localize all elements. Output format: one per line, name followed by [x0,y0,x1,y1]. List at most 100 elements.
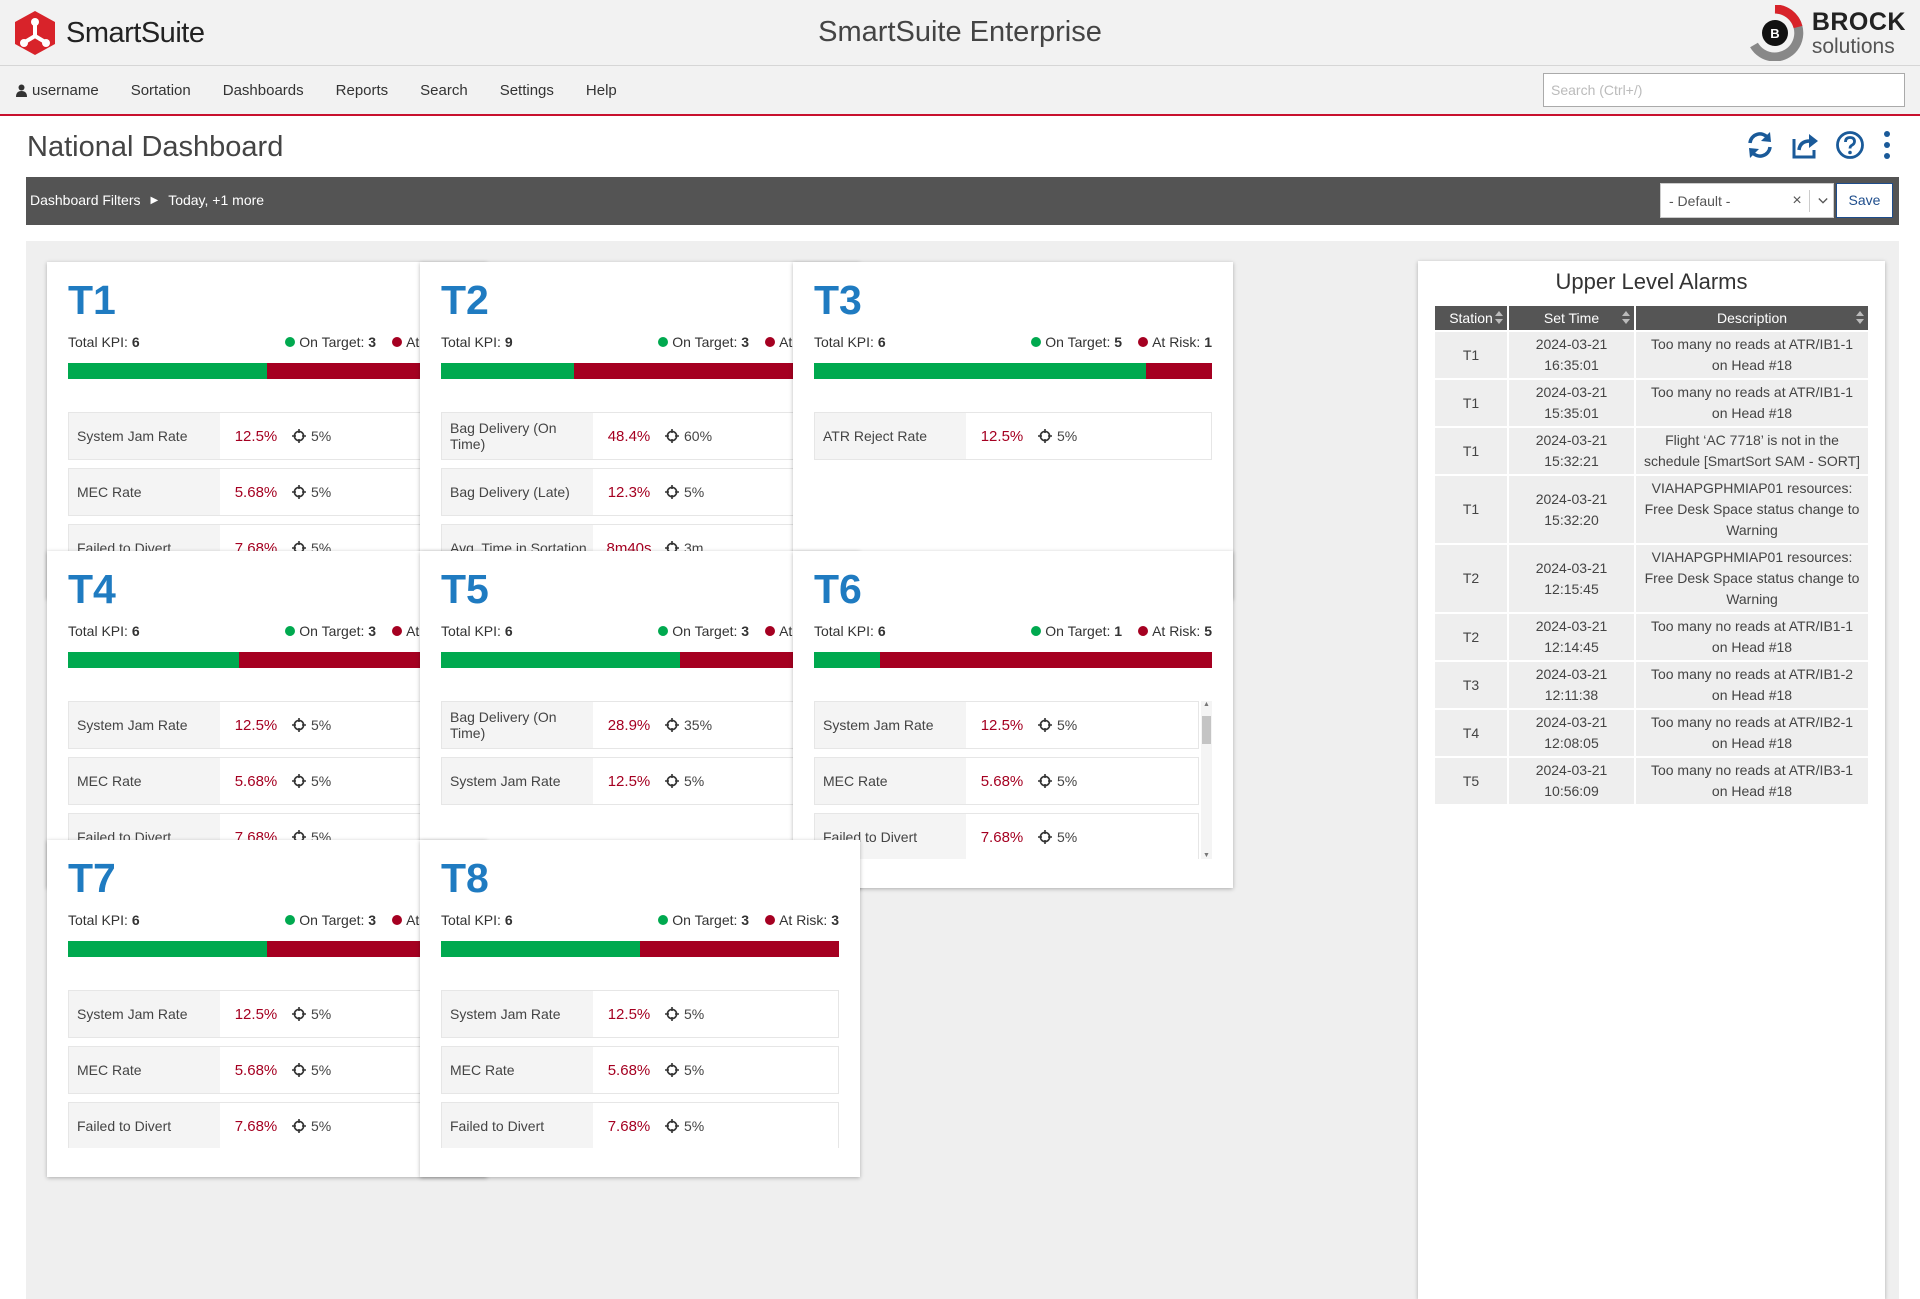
kpi-metric-row[interactable]: ATR Reject Rate 12.5% 5% [814,412,1212,460]
nav-item-settings[interactable]: Settings [499,82,554,99]
save-button[interactable]: Save [1836,183,1893,218]
metric-name: MEC Rate [442,1047,593,1093]
card-title[interactable]: T6 [814,566,862,612]
card-title[interactable]: T7 [68,855,116,901]
metric-value: 7.68% [234,1117,278,1135]
target-icon [1038,830,1052,844]
alarm-description-line: VIAHAPGPHMIAP01 resources: [1651,549,1853,565]
refresh-icon[interactable] [1745,130,1775,160]
nav-item-sortation[interactable]: Sortation [130,82,191,99]
kpi-card-t3[interactable]: T3 Total KPI: 6 On Target: 5 At Risk: 1 ATR … [793,262,1233,599]
kpi-card-t5[interactable]: T5 Total KPI: 6On Target: 3At Risk: 2 Bag … [420,551,860,888]
column-header-label: Set Time [1543,310,1600,326]
kpi-metric-row[interactable]: MEC Rate 5.68% 5% [68,1046,466,1094]
nav-item-search[interactable]: Search [420,82,468,99]
on-target-dot-icon [285,337,296,347]
nav-username: username [32,82,99,99]
scroll-up-icon[interactable]: ▲ [1203,701,1210,708]
dashboard-filters-toggle[interactable]: Dashboard Filters ▶ Today, +1 more [30,192,264,208]
on-target-dot-icon [285,915,296,925]
kpi-metric-row[interactable]: System Jam Rate 12.5% 5% [441,757,839,805]
alarm-row[interactable]: T3 2024-03-21 12:11:38 Too many no reads at… [1435,662,1868,708]
kpi-progress-bar [441,363,839,379]
kpi-metric-row[interactable]: MEC Rate 5.68% 5% [814,757,1199,805]
kpi-metric-row[interactable]: Failed to Divert 7.68% 5% [814,813,1199,859]
kpi-card-t8[interactable]: T8 Total KPI: 6 On Target: 3 At Risk: 3 Syst… [420,840,860,1177]
alarm-row[interactable]: T1 2024-03-21 15:32:21 Flight ‘AC 7718’ is … [1435,428,1868,474]
metric-value: 12.5% [234,427,278,445]
kpi-metric-row[interactable]: System Jam Rate 12.5% 5% [68,412,466,460]
card-title[interactable]: T5 [441,566,489,612]
kpi-metric-row[interactable]: System Jam Rate 12.5% 5% [68,701,453,749]
kpi-metric-row[interactable]: MEC Rate 5.68% 5% [68,757,453,805]
alarm-row[interactable]: T2 2024-03-21 12:14:45 Too many no reads at… [1435,614,1868,660]
main-nav: username Sortation Dashboards Reports Searc… [0,66,1920,116]
metric-target-value: 5% [1057,829,1078,845]
scroll-thumb[interactable] [1202,716,1211,745]
kpi-metric-row[interactable]: MEC Rate 5.68% 5% [68,468,466,516]
global-search-input[interactable] [1543,73,1905,107]
kpi-card-t6[interactable]: T6 Total KPI: 6 On Target: 1 At Risk: 5 Syst… [793,551,1233,888]
partner-logo-line1: BROCK [1811,7,1906,36]
target-icon [292,718,306,732]
card-title[interactable]: T3 [814,277,862,323]
alarm-description: Too many no reads at ATR/IB1-1 on Head #1… [1636,380,1868,426]
kpi-metric-row[interactable]: System Jam Rate 12.5% 5% [441,990,839,1038]
nav-user-menu[interactable]: username [16,82,99,99]
card-title[interactable]: T8 [441,855,489,901]
metric-target: 5% [292,1103,331,1148]
total-kpi-label: Total KPI: [441,334,501,350]
nav-item-reports[interactable]: Reports [335,82,389,99]
kpi-metric-row[interactable]: Failed to Divert 7.68% 5% [441,1102,839,1148]
on-target-label: On Target: [299,912,365,928]
brand-name: SmartSuite [66,16,205,49]
filter-preset-select[interactable]: - Default - × [1660,183,1834,218]
alarm-row[interactable]: T2 2024-03-21 12:15:45 VIAHAPGPHMIAP01 reso… [1435,545,1868,612]
kpi-metric-row[interactable]: MEC Rate 5.68% 5% [441,1046,839,1094]
on-target-dot-icon [658,626,669,636]
alarm-row[interactable]: T1 2024-03-21 15:35:01 Too many no reads at… [1435,380,1868,426]
kpi-metric-row[interactable]: System Jam Rate 12.5% 5% [814,701,1199,749]
nav-item-dashboards[interactable]: Dashboards [222,82,304,99]
kpi-metric-row[interactable]: Bag Delivery (On Time) 48.4% 60% [441,412,826,460]
kpi-metric-row[interactable]: Failed to Divert 7.68% 5% [68,1102,466,1148]
card-title[interactable]: T2 [441,277,489,323]
alarm-row[interactable]: T1 2024-03-21 15:32:20 VIAHAPGPHMIAP01 reso… [1435,476,1868,543]
metric-target-value: 5% [311,1062,332,1078]
total-kpi: Total KPI: 6 [68,912,140,928]
app-title: SmartSuite Enterprise [818,16,1102,48]
card-stats: Total KPI: 6On Target: 3At Risk: 2 [441,623,839,639]
alarm-date: 2024-03-21 [1535,432,1608,448]
card-title[interactable]: T1 [68,277,116,323]
brand[interactable]: SmartSuite [14,10,205,56]
metric-target-value: 35% [684,717,713,733]
chevron-down-icon[interactable] [1813,196,1833,206]
alarm-col-set-time[interactable]: Set Time [1509,306,1634,330]
kpi-metric-row[interactable]: Bag Delivery (On Time) 28.9% 35% [441,701,839,749]
metric-target-value: 5% [311,1006,332,1022]
alarm-date: 2024-03-21 [1535,336,1608,352]
share-icon[interactable] [1790,130,1820,160]
card-stats: Total KPI: 6 On Target: 5 At Risk: 1 [814,334,1212,350]
metrics-scrollbar[interactable]: ▲▼ [1201,701,1212,859]
alarm-description-line: on Head #18 [1711,735,1793,751]
card-title[interactable]: T4 [68,566,116,612]
alarm-col-description[interactable]: Description [1636,306,1868,330]
alarm-row[interactable]: T4 2024-03-21 12:08:05 Too many no reads at… [1435,710,1868,756]
scroll-down-icon[interactable]: ▼ [1203,852,1210,859]
alarm-col-station[interactable]: Station [1435,306,1507,330]
sort-icon [1622,311,1630,324]
alarm-row[interactable]: T5 2024-03-21 10:56:09 Too many no reads at… [1435,758,1868,804]
kpi-metric-row[interactable]: System Jam Rate 12.5% 5% [68,990,466,1038]
kpi-metric-row[interactable]: Bag Delivery (Late) 12.3% 5% [441,468,826,516]
help-icon[interactable] [1835,130,1865,160]
more-vertical-icon[interactable] [1880,130,1894,160]
alarm-station: T4 [1435,710,1507,756]
alarm-row[interactable]: T1 2024-03-21 16:35:01 Too many no reads at… [1435,332,1868,378]
nav-item-help[interactable]: Help [585,82,617,99]
card-stats: Total KPI: 6On Target: 3At Risk: 4 [68,623,466,639]
metric-name: Failed to Divert [442,1103,593,1148]
clear-icon[interactable]: × [1792,191,1802,209]
metric-name: System Jam Rate [815,702,966,748]
